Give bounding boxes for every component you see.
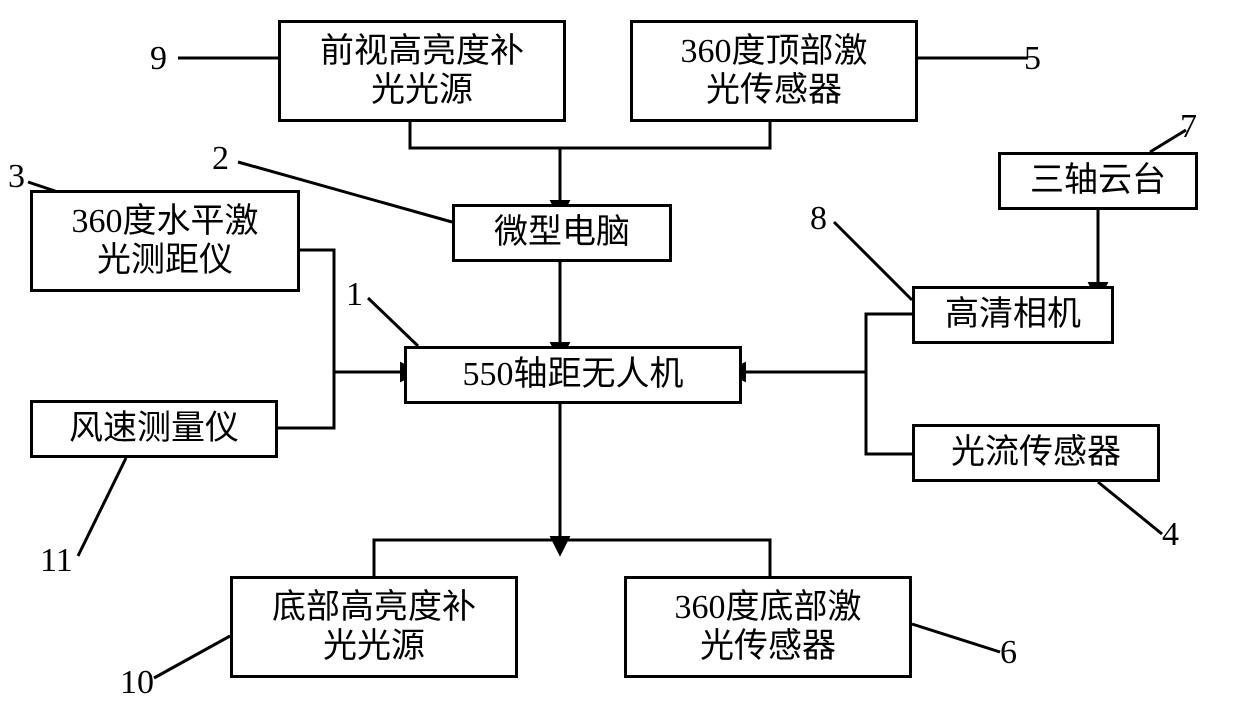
num-label-l8: 8 bbox=[810, 200, 827, 238]
num-label-l11: 11 bbox=[40, 542, 73, 580]
node-n8: 高清相机 bbox=[912, 286, 1114, 344]
num-label-l4: 4 bbox=[1162, 516, 1179, 554]
node-n7: 三轴云台 bbox=[998, 152, 1198, 210]
node-n10: 底部高亮度补光光源 bbox=[230, 576, 518, 678]
num-label-l6: 6 bbox=[1000, 634, 1017, 672]
node-n9: 前视高亮度补光光源 bbox=[278, 20, 566, 122]
num-label-l7: 7 bbox=[1180, 108, 1197, 146]
num-label-l5: 5 bbox=[1024, 40, 1041, 78]
node-n5: 360度顶部激光传感器 bbox=[630, 20, 918, 122]
num-label-l9: 9 bbox=[150, 40, 167, 78]
node-n6: 360度底部激光传感器 bbox=[624, 576, 912, 678]
diagram-stage: 前视高亮度补光光源 360度顶部激光传感器三轴云台微型电脑 360度水平激光测距仪高… bbox=[0, 0, 1240, 720]
num-label-l1: 1 bbox=[346, 276, 363, 314]
num-label-l3: 3 bbox=[8, 158, 25, 196]
node-n11: 风速测量仪 bbox=[30, 400, 278, 458]
node-n3: 360度水平激光测距仪 bbox=[30, 190, 300, 292]
node-n1: 550轴距无人机 bbox=[404, 346, 742, 404]
num-label-l2: 2 bbox=[212, 140, 229, 178]
num-label-l10: 10 bbox=[120, 664, 154, 702]
node-n2: 微型电脑 bbox=[452, 204, 672, 262]
node-n4: 光流传感器 bbox=[912, 424, 1160, 482]
